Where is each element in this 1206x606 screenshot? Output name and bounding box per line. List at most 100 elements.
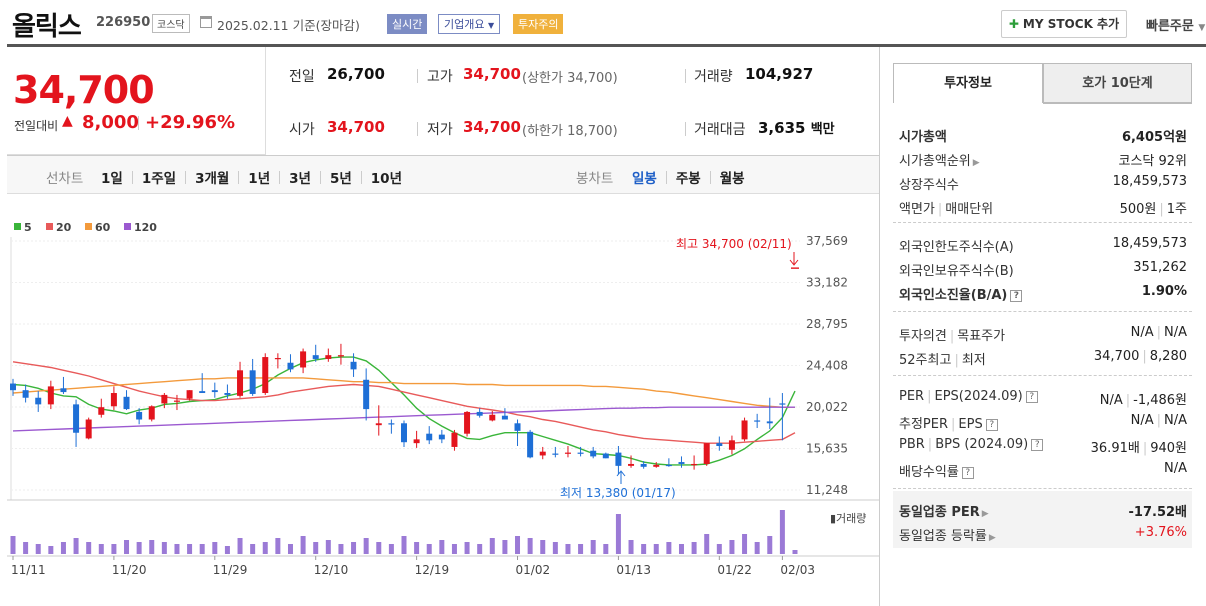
company-info-dropdown[interactable]: 기업개요 ▼ [438, 14, 501, 34]
volume-bar [161, 542, 167, 554]
invest-row: 투자의견 | 목표주가 N/A | N/A [899, 321, 1187, 345]
volume-bar [779, 510, 785, 554]
volume-bar [489, 538, 495, 554]
period-daily[interactable]: 일봉 [632, 171, 657, 187]
volume-value: 104,927 [745, 65, 814, 83]
realtime-button[interactable]: 실시간 [387, 14, 428, 34]
invest-row: 시가총액 6,405억원 [899, 122, 1187, 146]
candle [173, 400, 180, 402]
period-5y[interactable]: 5년 [329, 171, 352, 187]
max-annotation: 최고 34,700 (02/11) [676, 237, 792, 251]
ma-legend-label: 5 [24, 221, 32, 234]
prev-value: 26,700 [327, 65, 385, 83]
x-tick-label: 01/13 [616, 563, 651, 577]
candle [615, 452, 622, 466]
invest-row: 외국인소진율(B/A)? 1.90% [899, 280, 1187, 304]
volume-bar [704, 534, 710, 554]
candle [35, 397, 42, 405]
period-3y[interactable]: 3년 [289, 171, 311, 187]
volume-bar [641, 544, 647, 554]
volume-bar [502, 540, 508, 554]
candle [476, 411, 483, 416]
candle [388, 423, 395, 425]
candle [237, 370, 244, 396]
divider [685, 69, 686, 83]
tab-order-book[interactable]: 호가 10단계 [1043, 63, 1192, 103]
volume-bar [287, 544, 293, 554]
candle [539, 451, 546, 456]
divider [879, 47, 880, 606]
volume-bar [23, 542, 29, 554]
ma-legend-swatch [124, 223, 131, 230]
min-annotation: 최저 13,380 (01/17) [560, 486, 676, 500]
period-1w[interactable]: 1주일 [141, 171, 177, 187]
plus-icon: ✚ [1008, 17, 1019, 31]
candle [602, 453, 609, 459]
quick-order-button[interactable]: 빠른주문 ▼ [1146, 19, 1206, 34]
invest-key: PBR | BPS (2024.09)? [899, 437, 1044, 452]
volume-bar [73, 538, 79, 554]
current-price: 34,700 [13, 68, 155, 112]
volume-label: ▮거래량 [830, 512, 866, 525]
period-3m[interactable]: 3개월 [195, 171, 230, 187]
ma-line-120 [12, 406, 795, 432]
invest-value: -17.52배 [1128, 505, 1187, 520]
volume-bar [414, 542, 420, 554]
help-icon[interactable]: ? [1025, 391, 1038, 403]
candle [161, 394, 168, 404]
prev-label: 전일 [289, 69, 315, 85]
invest-row: 동일업종 PER ▶ -17.52배 [899, 497, 1187, 521]
help-icon[interactable]: ? [985, 419, 998, 431]
invest-value: 코스닥 92위 [1118, 154, 1187, 169]
invest-value: N/A [1164, 461, 1187, 476]
volume-bar [313, 542, 319, 554]
candle [590, 450, 597, 457]
invest-key: 외국인소진율(B/A)? [899, 284, 1023, 303]
change-value: 8,000 [82, 112, 139, 133]
up-arrow-icon: ▲ [62, 113, 73, 129]
candle [47, 386, 54, 405]
help-icon[interactable]: ? [1031, 439, 1044, 451]
divider [417, 122, 418, 136]
y-tick-label: 20,022 [806, 400, 848, 414]
period-1d[interactable]: 1일 [101, 171, 123, 187]
candle [691, 463, 698, 466]
invest-row: 추정PER | EPS? N/A | N/A [899, 409, 1187, 433]
invest-row: 상장주식수 18,459,573 [899, 170, 1187, 194]
calendar-icon [200, 16, 212, 28]
my-stock-add-button[interactable]: ✚ MY STOCK 추가 [1001, 10, 1127, 38]
chevron-right-icon: ▶ [988, 533, 996, 543]
volume-bar [199, 544, 205, 554]
period-1y[interactable]: 1년 [248, 171, 271, 187]
candle [136, 411, 143, 420]
volume-bar [426, 544, 432, 554]
invest-row: 액면가 | 매매단위 500원 | 1주 [899, 194, 1187, 218]
volume-bar [250, 544, 256, 554]
volume-bar [477, 544, 483, 554]
period-weekly[interactable]: 주봉 [675, 171, 701, 187]
volume-bar [464, 542, 470, 554]
volume-bar [653, 544, 659, 554]
help-icon[interactable]: ? [1010, 290, 1023, 302]
period-10y[interactable]: 10년 [370, 171, 402, 187]
candle [325, 355, 332, 359]
period-monthly[interactable]: 월봉 [719, 171, 745, 187]
invest-key: 동일업종 PER ▶ [899, 505, 989, 520]
amount-label: 거래대금 [694, 122, 746, 138]
section-divider [893, 488, 1192, 489]
invest-value: N/A | -1,486원 [1099, 393, 1187, 408]
candle [375, 423, 382, 426]
market-badge: 코스닥 [152, 14, 190, 33]
candle [98, 407, 105, 415]
volume-bar [262, 542, 268, 554]
volume-bar [351, 542, 357, 554]
x-tick-label: 01/22 [717, 563, 752, 577]
y-tick-label: 11,248 [806, 483, 848, 497]
help-icon[interactable]: ? [961, 467, 974, 479]
invest-value: 34,700 | 8,280 [1093, 349, 1187, 364]
volume-bar [98, 544, 104, 554]
invest-row: 외국인보유주식수(B) 351,262 [899, 256, 1187, 280]
tab-invest-info[interactable]: 투자정보 [893, 63, 1043, 103]
warning-badge[interactable]: 투자주의 [513, 14, 564, 34]
invest-value: N/A | N/A [1130, 325, 1187, 340]
